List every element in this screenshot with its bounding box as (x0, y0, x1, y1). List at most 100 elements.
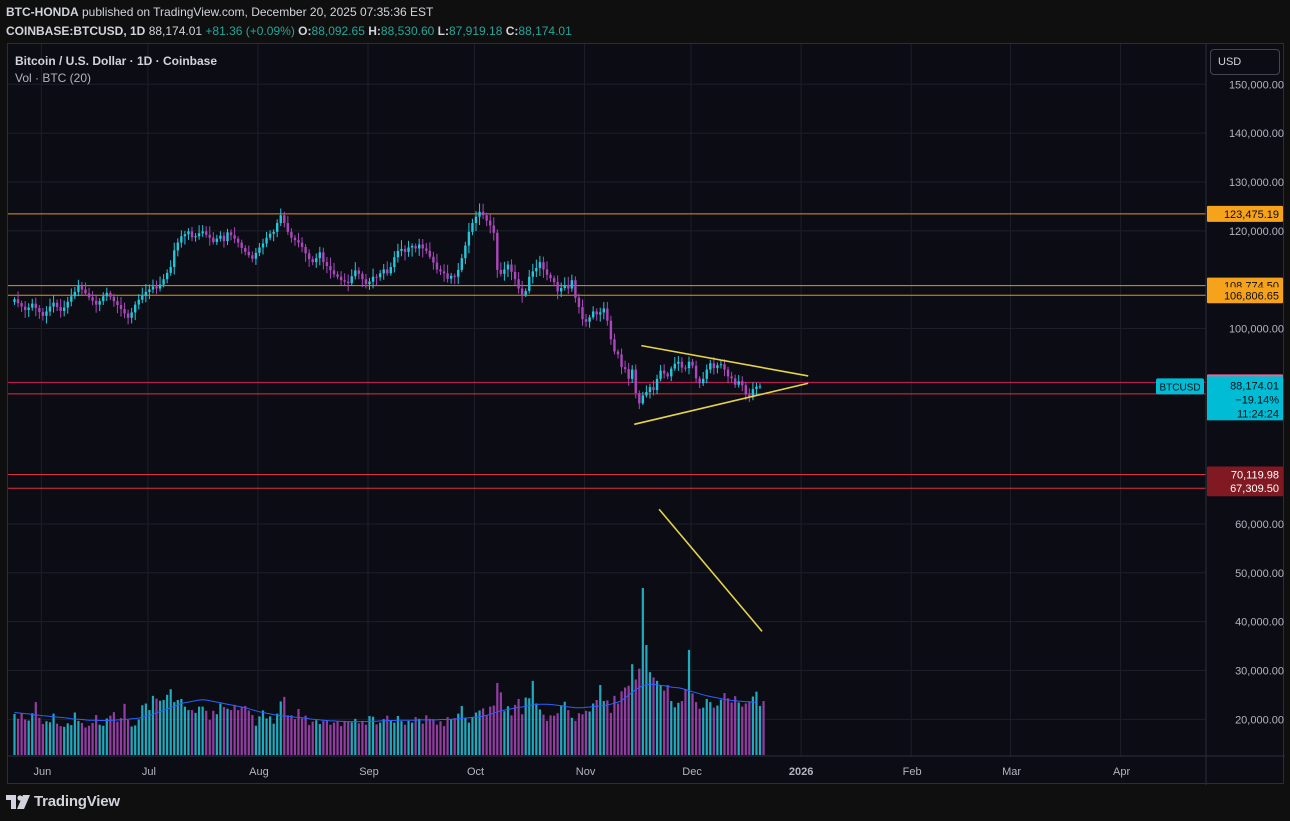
volume-bar (730, 702, 733, 755)
volume-bar (357, 723, 360, 755)
candle-body (489, 220, 492, 226)
candle-body (691, 361, 694, 366)
volume-bar (542, 714, 545, 755)
chart-panel[interactable]: 150,000.00 140,000.00 130,000.00 120,000.00… (7, 43, 1285, 785)
volume-bar (435, 724, 439, 755)
time-tick-label: Dec (682, 766, 702, 778)
candle-body (66, 301, 69, 308)
volume-bar (261, 710, 265, 755)
candle-body (659, 370, 662, 379)
volume-bar (489, 706, 492, 755)
candle-body (599, 312, 602, 315)
candle-body (744, 385, 747, 395)
volume-bar (198, 706, 201, 755)
volume-bar (155, 698, 158, 755)
currency-button[interactable]: USD (1210, 49, 1280, 75)
candle-body (670, 368, 673, 377)
low-label: L: (437, 24, 449, 38)
candle-body (151, 286, 155, 290)
volume-bar (567, 710, 570, 755)
ohlc-row: COINBASE:BTCUSD, 1D 88,174.01 +81.36 (+0… (6, 23, 1284, 39)
candle-body (560, 288, 563, 292)
volume-bar (673, 707, 676, 755)
candle-body (407, 247, 410, 252)
volume-bar (425, 715, 428, 755)
high-value: 88,530.60 (380, 24, 435, 38)
volume-bar (77, 720, 80, 755)
volume-bar (119, 718, 123, 755)
volume-bar (400, 721, 403, 755)
volume-bar (687, 649, 691, 755)
volume-bar (723, 693, 726, 755)
candle-body (648, 387, 652, 393)
candle-body (325, 262, 329, 267)
volume-bar (748, 702, 751, 755)
candle-body (552, 278, 556, 283)
volume-bar (311, 721, 314, 755)
candle-body (20, 303, 23, 307)
volume-bar (588, 711, 591, 755)
volume-bar (56, 723, 59, 755)
volume-bar (609, 712, 612, 755)
candle-body (329, 266, 332, 271)
price-tag-label: 67,309.50 (1230, 483, 1279, 495)
candle-body (212, 237, 215, 243)
volume-bar (464, 717, 467, 755)
low-value: 87,919.18 (448, 24, 503, 38)
volume-bar (318, 724, 321, 755)
candle-body (496, 232, 499, 270)
candle-body (247, 251, 250, 256)
volume-bar (751, 696, 754, 755)
volume-bar (308, 725, 311, 755)
candle-body (393, 257, 396, 267)
candle-body (347, 281, 350, 284)
candle-body (542, 262, 545, 270)
publish-header: BTC-HONDA published on TradingView.com, … (0, 0, 1290, 42)
volume-bar (315, 720, 318, 755)
volume-bar (368, 716, 371, 755)
candle-body (148, 289, 151, 292)
volume-bar (634, 679, 637, 755)
candle-body (464, 245, 467, 259)
tradingview-wordmark: TradingView (34, 793, 120, 810)
candle-body (38, 308, 41, 312)
candle-body (155, 286, 158, 289)
triangle-upper-line (641, 344, 809, 377)
volume-bar (52, 713, 55, 755)
volume-bar (329, 724, 332, 755)
candle-body (261, 243, 265, 248)
volume-bar (638, 668, 641, 755)
volume-bar (506, 706, 510, 755)
volume-bar (84, 727, 87, 755)
time-tick-label: Oct (467, 766, 484, 778)
price-tick-label: 150,000.00 (1229, 79, 1284, 91)
volume-bar (467, 722, 470, 755)
candle-body (52, 302, 55, 307)
volume-bar (332, 722, 336, 755)
close-value: 88,174.01 (518, 24, 572, 38)
price-tag-label: 106,806.65 (1224, 290, 1279, 302)
volume-bar (492, 705, 495, 755)
series-title[interactable]: Bitcoin / U.S. Dollar · 1D · Coinbase (15, 54, 218, 68)
candle-body (45, 311, 48, 316)
volume-bar (24, 719, 27, 755)
price-chart[interactable]: 150,000.00 140,000.00 130,000.00 120,000.00… (8, 44, 1285, 785)
publish-date: published on TradingView.com, December 2… (82, 5, 434, 19)
volume-bar (244, 705, 247, 755)
volume-bar (325, 720, 328, 755)
tradingview-logo[interactable]: TradingView (6, 793, 120, 810)
volume-bar (666, 685, 669, 755)
price-tick-label: 20,000.00 (1235, 714, 1284, 726)
volume-bar (524, 697, 527, 755)
candle-body (158, 284, 162, 289)
time-tick-label: Apr (1113, 766, 1130, 778)
volume-legend[interactable]: Vol · BTC (20) (15, 71, 92, 85)
candle-body (197, 233, 201, 237)
volume-bar (755, 691, 758, 755)
author-name[interactable]: BTC-HONDA (6, 5, 79, 19)
volume-bar (162, 700, 165, 755)
volume-bar (63, 726, 66, 755)
candle-body (276, 223, 279, 232)
time-tick-label: Aug (249, 766, 269, 778)
last-price-tag (1207, 376, 1283, 421)
